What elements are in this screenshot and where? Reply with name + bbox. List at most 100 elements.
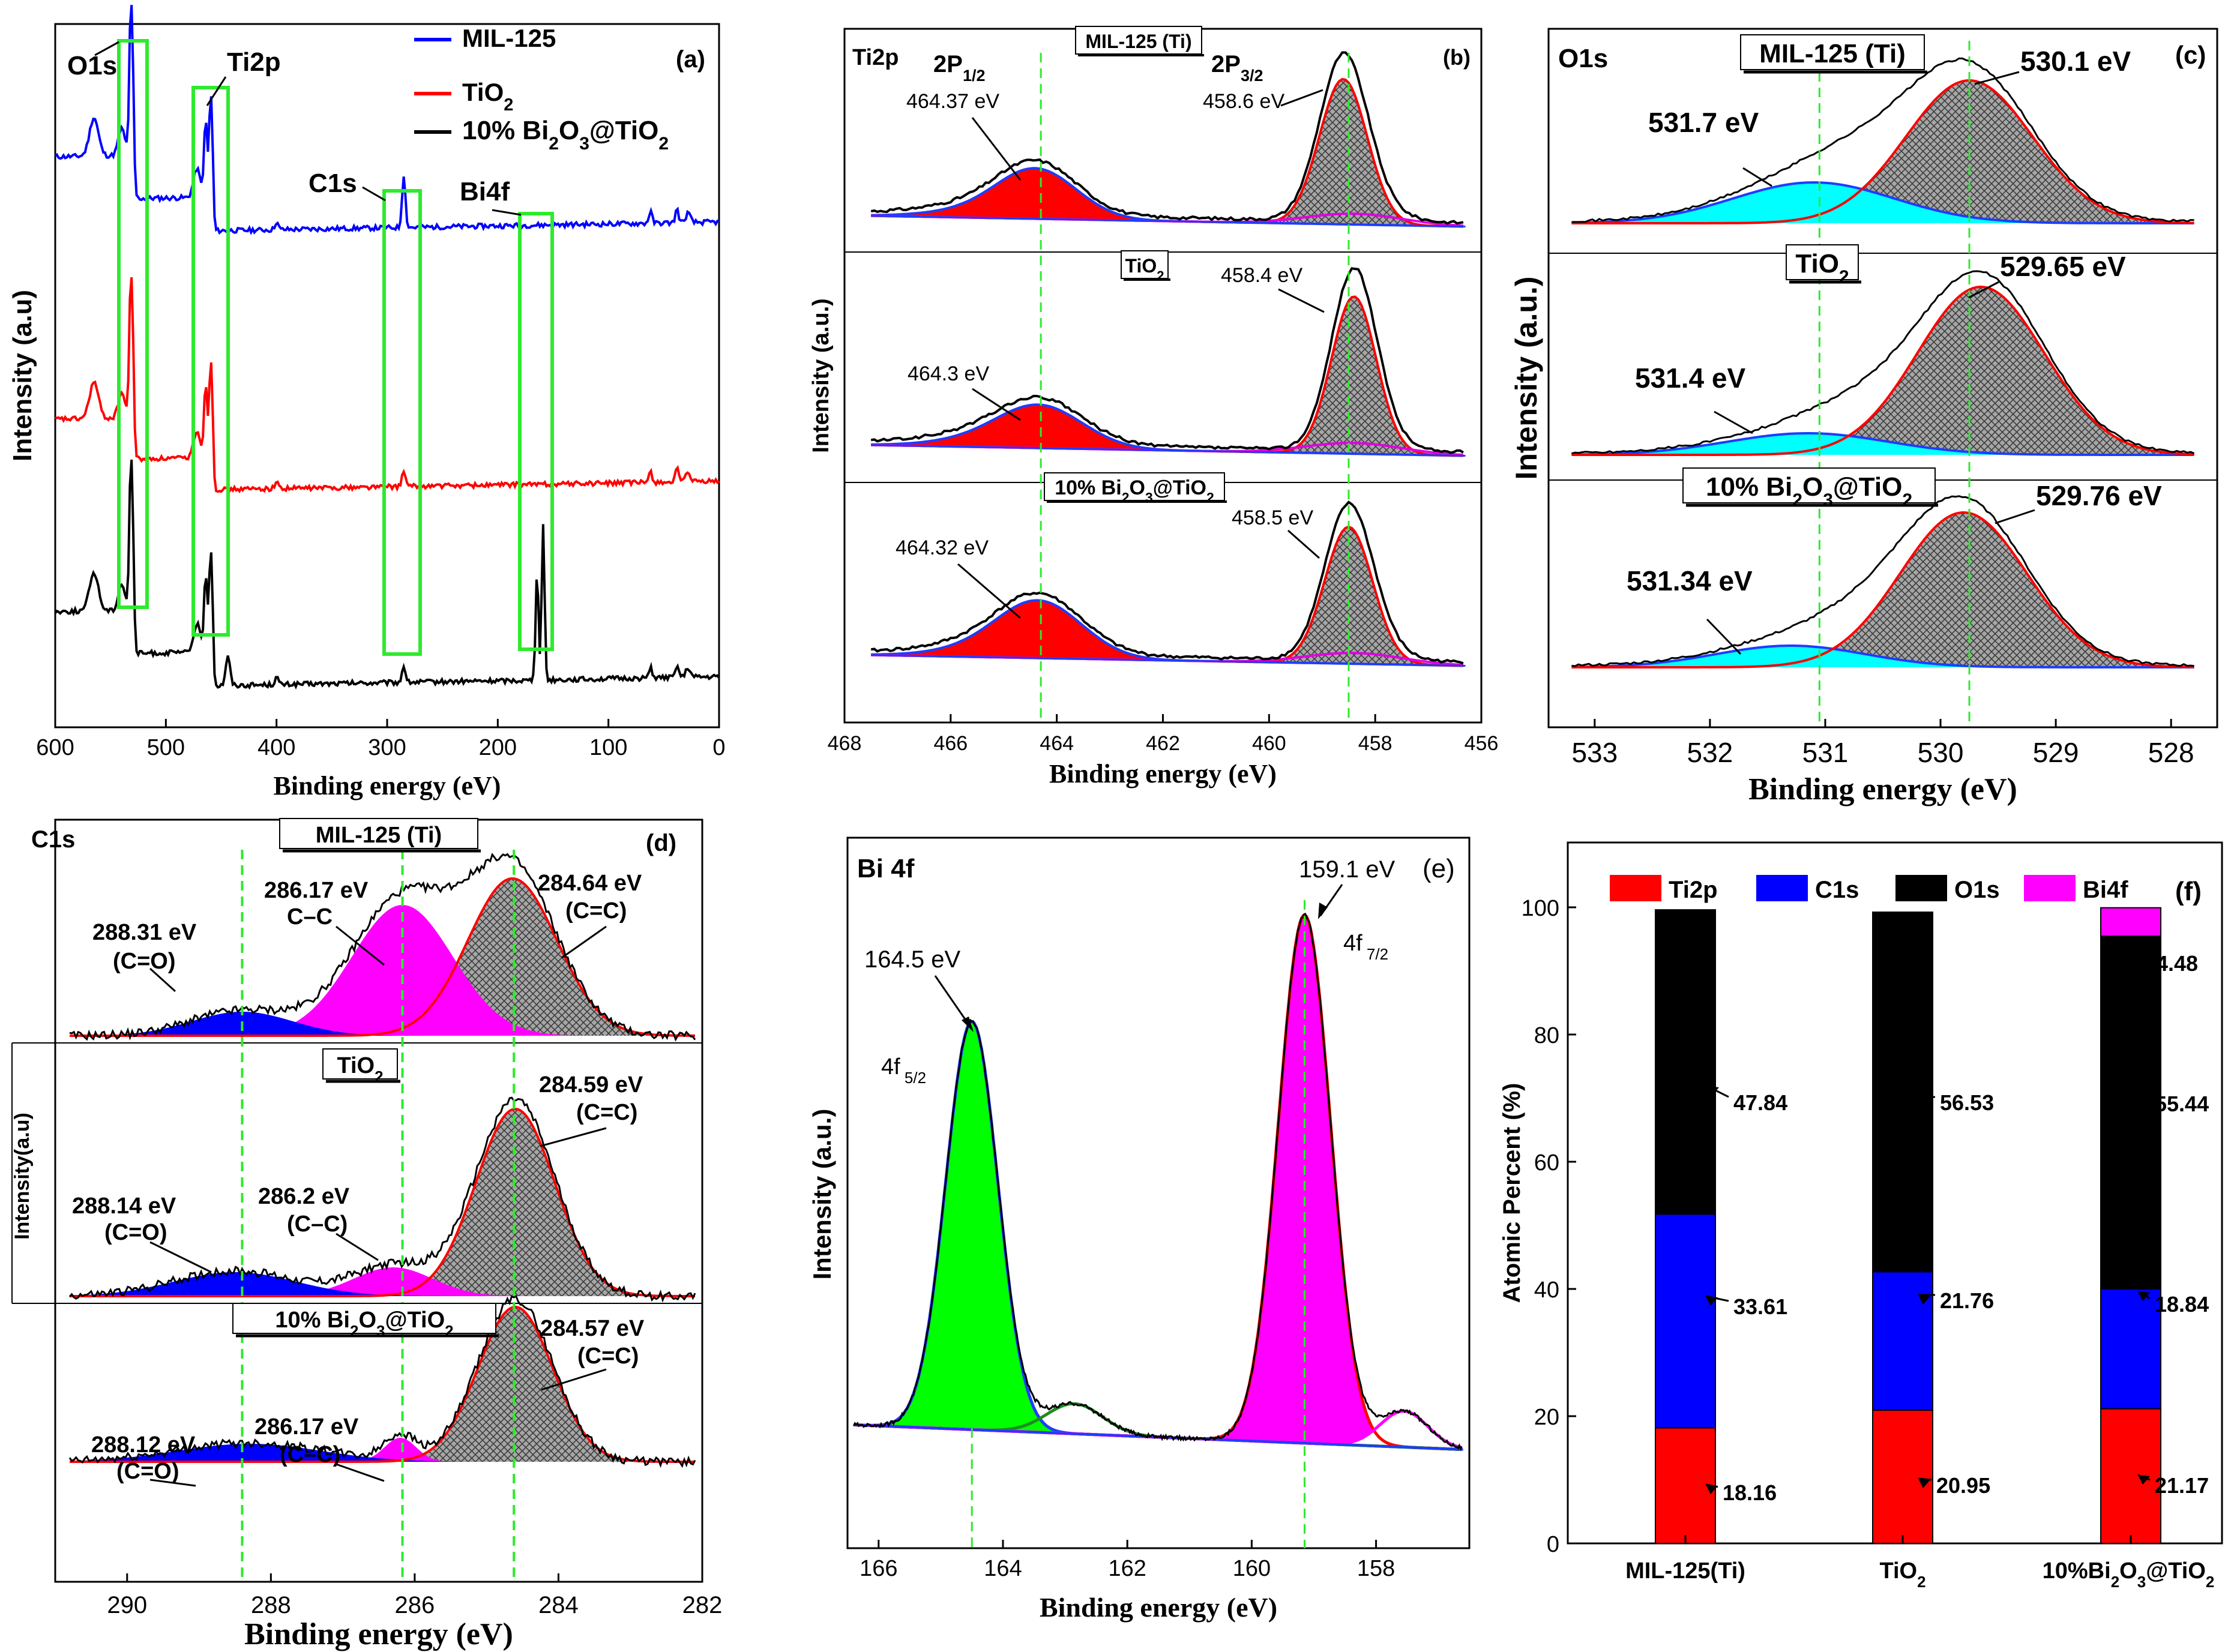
peak-label-4f52: 4f 5/2 bbox=[881, 1054, 926, 1087]
peak-fill-cc-sp2 bbox=[70, 1109, 695, 1296]
value-label: 21.17 bbox=[2155, 1473, 2209, 1498]
peak-label: (C=C) bbox=[565, 898, 627, 924]
peak-line-lattice-o bbox=[1571, 511, 2194, 668]
peak-label: 458.5 eV bbox=[1232, 506, 1313, 529]
pointer bbox=[541, 1368, 607, 1391]
value-label: 20.95 bbox=[1936, 1473, 1990, 1498]
x-tick-label: 468 bbox=[828, 732, 862, 755]
label-part: TiO bbox=[462, 78, 504, 106]
peak-label: 288.14 eV bbox=[72, 1194, 176, 1219]
label-part: MIL-125 bbox=[462, 24, 556, 52]
panel-letter: (a) bbox=[676, 46, 705, 73]
peak-box bbox=[382, 189, 422, 656]
x-tick-label: 500 bbox=[147, 735, 185, 760]
legend-label: O1s bbox=[1954, 877, 2000, 903]
peak-label: 286.17 eV bbox=[264, 878, 369, 903]
x-axis-label: Binding energy (eV) bbox=[1748, 772, 2017, 806]
label-part: @TiO bbox=[589, 116, 658, 145]
sample-box bbox=[1682, 467, 1936, 503]
bar-ti2p-0 bbox=[1655, 1427, 1716, 1544]
x-tick-label: 162 bbox=[1108, 1556, 1146, 1581]
peak-fill-2p32 bbox=[871, 79, 1463, 227]
core-label: C1s bbox=[31, 826, 75, 853]
peak-box bbox=[117, 39, 149, 609]
bar-o1s-0 bbox=[1655, 909, 1716, 1215]
sample-label: TiO2 bbox=[1795, 249, 1849, 287]
peak-label: 529.76 eV bbox=[2036, 480, 2162, 511]
pointer bbox=[336, 1463, 385, 1482]
peak-fill-c-c bbox=[70, 1438, 695, 1462]
peak-label: 531.4 eV bbox=[1635, 362, 1745, 394]
peak-line-oh bbox=[1571, 181, 2194, 224]
panel-b: 468 466 464 462 460 458 456 Binding energy (eV)… bbox=[808, 26, 1498, 788]
y-tick-label: 80 bbox=[1534, 1023, 1559, 1048]
pointer bbox=[1742, 167, 1772, 187]
sample-box bbox=[279, 818, 478, 849]
pointer bbox=[1280, 89, 1323, 107]
panel-f: 0 20 40 60 80 100 Atomic Percent (%) MIL-125(Ti… bbox=[1499, 841, 2223, 1591]
panel-letter: (f) bbox=[2175, 877, 2202, 906]
pointer bbox=[1968, 281, 1999, 299]
value-label: 4.48 bbox=[2156, 951, 2198, 976]
x-axis-label: Binding energy (eV) bbox=[1049, 759, 1277, 788]
sample-box bbox=[1740, 34, 1925, 70]
arrow-head bbox=[1706, 1485, 1718, 1494]
value-label: 47.84 bbox=[1733, 1090, 1787, 1115]
peak-label: 288.31 eV bbox=[92, 920, 197, 945]
peak-line-cc-sp2 bbox=[70, 1305, 695, 1463]
panel-letter: (e) bbox=[1423, 854, 1455, 883]
peak-label: (C=O) bbox=[113, 949, 176, 974]
x-tick-label: 458 bbox=[1358, 732, 1392, 755]
peak-fill-2p12 bbox=[871, 404, 1463, 456]
envelope bbox=[1571, 270, 2195, 455]
core-label: Ti2p bbox=[852, 45, 899, 70]
pointer bbox=[971, 117, 1022, 181]
x-tick-label: 531 bbox=[1802, 737, 1849, 768]
peak-fill-oh bbox=[1571, 182, 2194, 223]
peak-label: 458.6 eV bbox=[1203, 90, 1284, 113]
label-part: 3 bbox=[2137, 1573, 2146, 1591]
sample-label: MIL-125 (Ti) bbox=[1085, 31, 1191, 52]
x-tick-label: 290 bbox=[107, 1592, 147, 1618]
peak-fill-2p32 bbox=[871, 296, 1463, 456]
label-part: 5/2 bbox=[900, 1069, 926, 1087]
peak-label: 458.4 eV bbox=[1221, 264, 1302, 287]
label-part: 2 bbox=[2206, 1573, 2214, 1591]
x-axis-label: Binding energy (eV) bbox=[1040, 1592, 1277, 1623]
peak-line-oh bbox=[1571, 644, 2194, 668]
label-part: 10% Bi bbox=[462, 116, 549, 145]
pointer bbox=[1706, 618, 1742, 655]
x-tick-label: 464 bbox=[1040, 732, 1074, 755]
arrow-head bbox=[2138, 947, 2151, 957]
pointer bbox=[1918, 1477, 1932, 1481]
x-tick-label: 282 bbox=[682, 1592, 723, 1618]
x-tick-label: 460 bbox=[1252, 732, 1286, 755]
label-part: TiO bbox=[1125, 255, 1157, 277]
label-part: O bbox=[2119, 1558, 2137, 1584]
label-part: 2 bbox=[2111, 1573, 2119, 1591]
peak-label: 530.1 eV bbox=[2020, 46, 2131, 77]
envelope bbox=[68, 1294, 696, 1468]
peak-label: 288.12 eV bbox=[91, 1432, 196, 1458]
peak-line-cc-sp2 bbox=[70, 877, 695, 1037]
bar-o1s-2 bbox=[2100, 936, 2161, 1290]
peak-label: 286.2 eV bbox=[258, 1184, 350, 1209]
x-tick-label: 284 bbox=[538, 1592, 579, 1618]
label-part: O bbox=[1130, 476, 1145, 499]
peak-label: (C–C) bbox=[287, 1212, 348, 1237]
peak-label: C–C bbox=[287, 904, 333, 930]
label-part: 2 bbox=[1792, 490, 1802, 510]
envelope bbox=[68, 1096, 696, 1303]
label-part: MIL-125 (Ti) bbox=[1085, 31, 1191, 52]
label-part: 4f bbox=[881, 1054, 900, 1080]
x-axis-label: Binding energy (eV) bbox=[244, 1617, 513, 1651]
x-tick-label: 529 bbox=[2033, 737, 2079, 768]
peak-fill-lattice-o bbox=[1571, 512, 2194, 667]
pointer bbox=[336, 925, 385, 966]
peak-label: 529.65 eV bbox=[2000, 251, 2126, 282]
arrow-head bbox=[2138, 1092, 2150, 1102]
baseline bbox=[871, 444, 1466, 457]
envelope bbox=[870, 267, 1464, 454]
box-label-o1s: O1s bbox=[67, 51, 117, 80]
label-part: 3/2 bbox=[1241, 67, 1263, 85]
